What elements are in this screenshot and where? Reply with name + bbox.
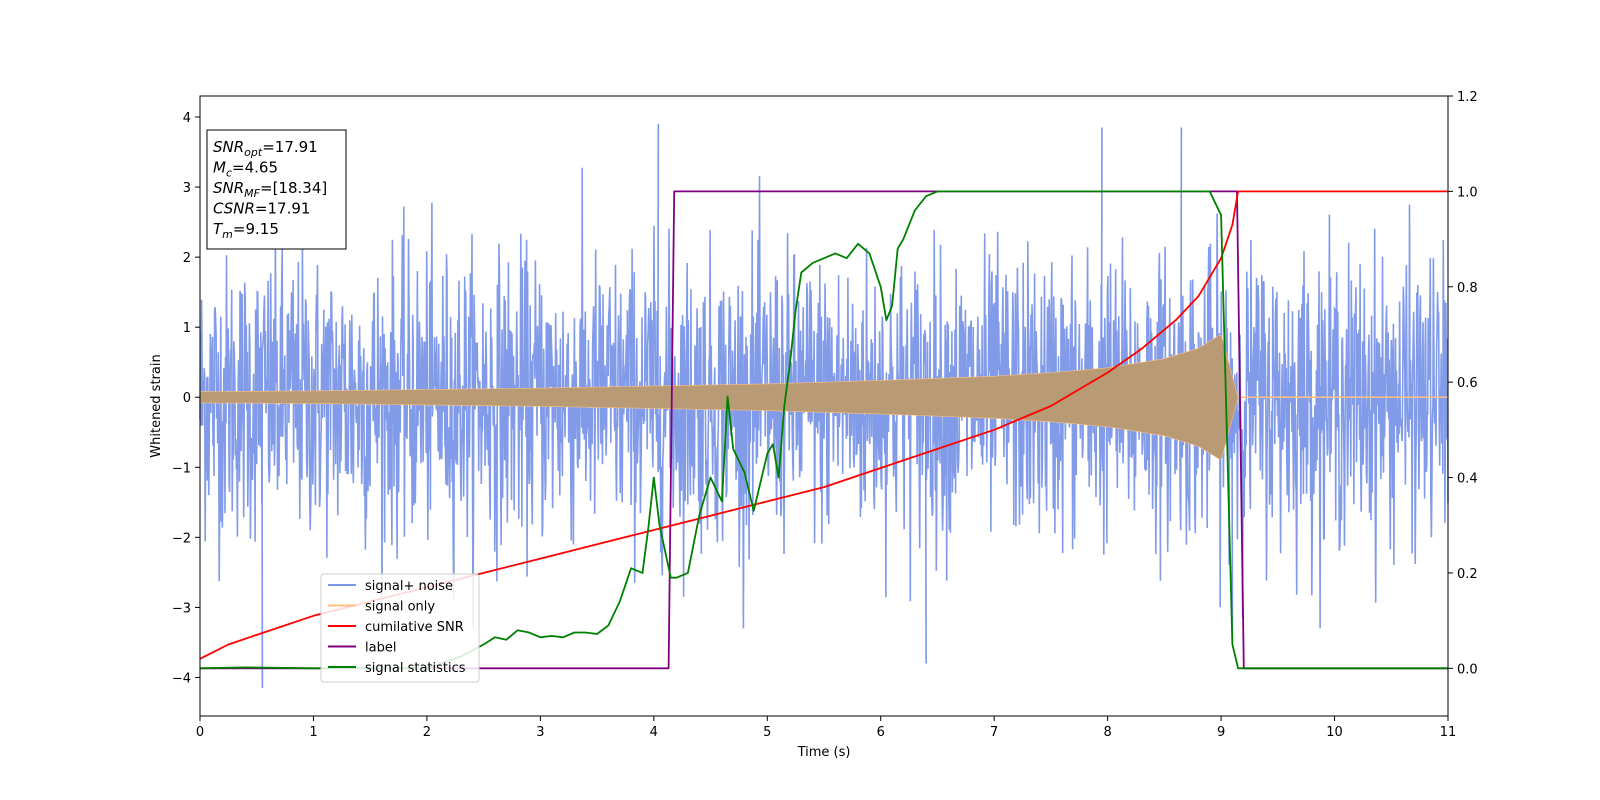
legend-label: signal only [365,600,435,615]
info-line: CSNR=17.91 [213,200,310,218]
x-axis-label: Time (s) [797,745,851,760]
legend: signal+ noise signal only cumilative SNR la… [320,573,480,683]
y2-tick-label: 0.2 [1457,567,1478,582]
y-tick-label: 2 [183,251,191,266]
y-tick-label: 0 [183,391,191,406]
x-tick-label: 8 [1103,725,1111,740]
x-tick-label: 3 [536,725,544,740]
info-box-frame [206,129,347,250]
y-axis-left: −4 −3 −2 −1 0 1 2 3 4 [172,111,200,686]
y-tick-label: 3 [183,181,191,196]
x-tick-label: 1 [309,725,317,740]
series-signal-statistics [199,190,1448,670]
signal-series-layer [199,334,1448,460]
info-line: SNRMF=[18.34] [213,179,327,200]
x-tick-label: 11 [1440,725,1457,740]
x-tick-label: 6 [877,725,885,740]
legend-label: label [365,641,396,656]
legend-label: signal statistics [365,661,466,676]
y-axis-label: Whitened strain [149,354,164,457]
legend-frame [320,573,480,683]
y-tick-label: 4 [183,111,191,126]
y-axis-right: 0.0 0.2 0.4 0.6 0.8 1.0 1.2 [1448,90,1478,677]
plot-frame [199,95,1449,717]
y2-tick-label: 1.0 [1457,185,1478,200]
y-tick-label: −1 [172,461,191,476]
legend-label: cumilative SNR [365,620,464,635]
info-line: SNRopt=17.91 [213,138,318,159]
y2-tick-label: 0.4 [1457,472,1478,487]
y2-tick-label: 1.2 [1457,90,1478,105]
y2-tick-label: 0.6 [1457,376,1478,391]
x-tick-label: 0 [196,725,204,740]
info-box: SNRopt=17.91Mc=4.65SNRMF=[18.34]CSNR=17.… [206,129,347,250]
series-signal-only [199,334,1239,460]
y-tick-label: −3 [172,601,191,616]
y-tick-label: 1 [183,321,191,336]
x-axis: 0 1 2 3 4 5 6 7 8 9 10 11 [196,716,1456,740]
x-tick-label: 2 [423,725,431,740]
y2-tick-label: 0.0 [1457,662,1478,677]
info-line: Tm=9.15 [213,220,279,241]
y-tick-label: −2 [172,531,191,546]
x-tick-label: 4 [650,725,658,740]
y2-tick-label: 0.8 [1457,281,1478,296]
legend-label: signal+ noise [365,579,453,594]
x-tick-label: 7 [990,725,998,740]
y-tick-label: −4 [172,671,191,686]
info-line: Mc=4.65 [213,159,278,180]
x-tick-label: 5 [763,725,771,740]
x-tick-label: 9 [1217,725,1225,740]
x-tick-label: 10 [1326,725,1343,740]
